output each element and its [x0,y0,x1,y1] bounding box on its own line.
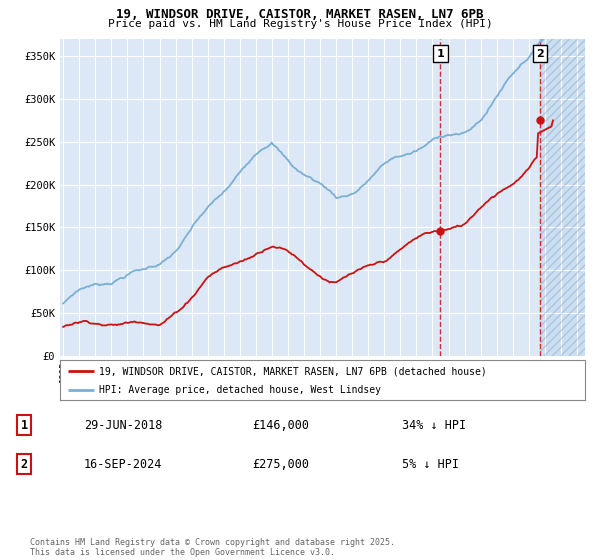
Text: 19, WINDSOR DRIVE, CAISTOR, MARKET RASEN, LN7 6PB (detached house): 19, WINDSOR DRIVE, CAISTOR, MARKET RASEN… [100,366,487,376]
Text: 5% ↓ HPI: 5% ↓ HPI [402,458,459,470]
Text: Contains HM Land Registry data © Crown copyright and database right 2025.
This d: Contains HM Land Registry data © Crown c… [30,538,395,557]
Text: 1: 1 [436,49,444,59]
Text: Price paid vs. HM Land Registry's House Price Index (HPI): Price paid vs. HM Land Registry's House … [107,19,493,29]
Text: 2: 2 [20,458,28,470]
Text: £146,000: £146,000 [252,418,309,432]
Text: 19, WINDSOR DRIVE, CAISTOR, MARKET RASEN, LN7 6PB: 19, WINDSOR DRIVE, CAISTOR, MARKET RASEN… [116,8,484,21]
Text: 1: 1 [20,418,28,432]
Text: £275,000: £275,000 [252,458,309,470]
Text: 34% ↓ HPI: 34% ↓ HPI [402,418,466,432]
Bar [540,39,585,356]
Text: 29-JUN-2018: 29-JUN-2018 [84,418,163,432]
Text: 16-SEP-2024: 16-SEP-2024 [84,458,163,470]
Bar [540,39,585,356]
Text: HPI: Average price, detached house, West Lindsey: HPI: Average price, detached house, West… [100,385,382,395]
Text: 2: 2 [536,49,544,59]
